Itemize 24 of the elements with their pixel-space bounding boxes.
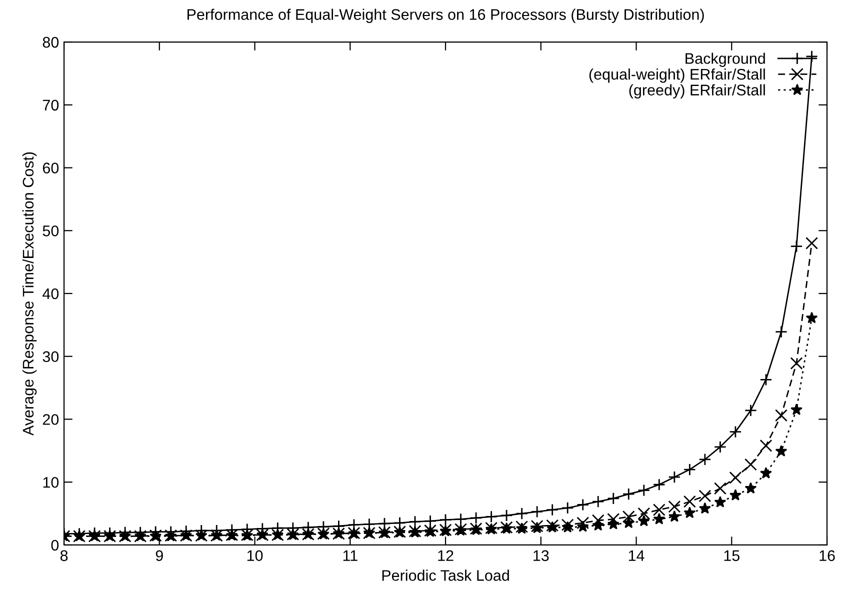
x-tick-label: 13 — [534, 550, 549, 562]
y-tick-label: 0 — [51, 540, 59, 551]
x-tick-label: 8 — [60, 550, 68, 562]
y-tick-label: 50 — [42, 225, 59, 236]
legend-label: Background — [686, 52, 765, 67]
x-tick-label: 14 — [628, 550, 644, 561]
x-axis-title: Periodic Task Load — [382, 570, 509, 581]
legend-label: (greedy) ERfair/Stall — [629, 84, 765, 98]
y-tick-label: 20 — [42, 414, 59, 425]
x-tick-label: 12 — [438, 550, 454, 561]
x-tick-label: 15 — [724, 550, 740, 562]
x-tick-label: 16 — [820, 550, 835, 562]
x-tick-label: 11 — [343, 550, 358, 561]
x-tick-label: 10 — [247, 550, 263, 562]
x-tick-label: 9 — [156, 550, 163, 562]
y-axis-title: Average (Response Time/Execution Cost) — [22, 152, 37, 436]
y-tick-label: 30 — [42, 351, 59, 362]
y-tick-label: 70 — [42, 100, 59, 111]
y-tick-label: 10 — [43, 476, 59, 488]
legend-label: (equal-weight) ERfair/Stall — [589, 68, 765, 83]
y-tick-label: 60 — [42, 162, 59, 174]
y-tick-label: 80 — [42, 36, 59, 48]
y-tick-label: 40 — [42, 288, 59, 300]
chart-title: Performance of Equal-Weight Servers on 16 Processors (Bursty Distribution) — [188, 8, 704, 23]
